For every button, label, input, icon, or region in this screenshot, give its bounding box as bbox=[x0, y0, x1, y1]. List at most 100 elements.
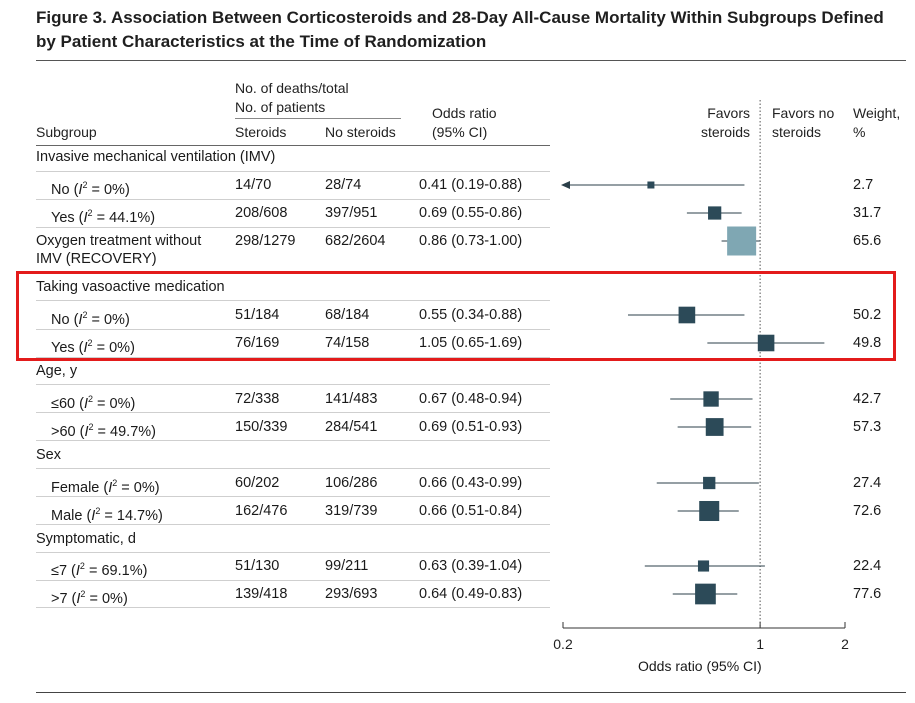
header-subgroup: Subgroup bbox=[36, 124, 97, 140]
row-i2: 0% bbox=[109, 339, 131, 356]
cell-odds-ratio: 0.69 (0.51-0.93) bbox=[419, 419, 523, 435]
header-steroids: Steroids bbox=[235, 124, 287, 140]
point-estimate bbox=[695, 583, 716, 605]
cell-weight: 42.7 bbox=[853, 391, 882, 407]
row-label-prefix: ≤60 ( bbox=[51, 395, 84, 412]
cell-no-steroids: 682/2604 bbox=[325, 233, 386, 249]
row-label: >60 (I2 = 49.7%) bbox=[51, 422, 157, 440]
row-separator bbox=[36, 199, 550, 200]
row-separator bbox=[36, 524, 550, 525]
cell-no-steroids: 319/739 bbox=[325, 503, 378, 519]
cell-weight: 27.4 bbox=[853, 475, 882, 491]
point-estimate bbox=[647, 181, 655, 189]
point-estimate bbox=[703, 476, 716, 490]
row-label-prefix: Male ( bbox=[51, 507, 92, 524]
row-separator bbox=[36, 171, 550, 172]
cell-steroids: 51/130 bbox=[235, 558, 280, 574]
row-label: Female (I2 = 0%) bbox=[51, 478, 160, 496]
point-estimate bbox=[699, 500, 720, 522]
row-i2: 0% bbox=[101, 590, 123, 607]
row-separator bbox=[36, 357, 550, 358]
point-estimate bbox=[757, 334, 775, 352]
cell-odds-ratio: 0.66 (0.51-0.84) bbox=[419, 503, 523, 519]
header-favors-steroids-1: Favors bbox=[707, 105, 750, 121]
cell-odds-ratio: 1.05 (0.65-1.69) bbox=[419, 335, 523, 351]
header-weight-2: % bbox=[853, 124, 866, 140]
header-no-steroids: No steroids bbox=[325, 124, 396, 140]
row-label-prefix: >7 ( bbox=[51, 590, 77, 607]
group-label-imv: Invasive mechanical ventilation (IMV) bbox=[36, 149, 276, 165]
cell-steroids: 51/184 bbox=[235, 307, 280, 323]
row-separator bbox=[36, 440, 550, 441]
cell-odds-ratio: 0.63 (0.39-1.04) bbox=[419, 558, 523, 574]
row-i2: 0% bbox=[103, 181, 125, 198]
row-label: No (I2 = 0%) bbox=[51, 180, 130, 198]
row-separator bbox=[36, 227, 550, 228]
cell-no-steroids: 28/74 bbox=[325, 177, 362, 193]
row-label-prefix: >60 ( bbox=[51, 423, 85, 440]
group-label-oxygen: Oxygen treatment without IMV (RECOVERY) bbox=[36, 233, 202, 267]
cell-weight: 65.6 bbox=[853, 233, 882, 249]
x-tick-label: 0.2 bbox=[553, 636, 573, 652]
point-estimate bbox=[678, 306, 696, 324]
group-label-vasoactive: Taking vasoactive medication bbox=[36, 279, 225, 295]
header-favors-no-1: Favors no bbox=[772, 105, 835, 121]
header-ci: (95% CI) bbox=[432, 124, 488, 140]
point-estimate bbox=[703, 391, 719, 407]
row-label-prefix: Female ( bbox=[51, 479, 109, 496]
cell-steroids: 72/338 bbox=[235, 391, 280, 407]
cell-no-steroids: 74/158 bbox=[325, 335, 370, 351]
row-i2: 0% bbox=[109, 395, 131, 412]
row-separator bbox=[36, 580, 550, 581]
title-rule bbox=[36, 60, 906, 61]
x-axis-label: Odds ratio (95% CI) bbox=[638, 658, 762, 674]
group-label-symptomatic: Symptomatic, d bbox=[36, 531, 136, 547]
cell-steroids: 76/169 bbox=[235, 335, 280, 351]
cell-weight: 31.7 bbox=[853, 205, 882, 221]
cell-steroids: 298/1279 bbox=[235, 233, 296, 249]
row-separator bbox=[36, 384, 550, 385]
cell-odds-ratio: 0.86 (0.73-1.00) bbox=[419, 233, 523, 249]
row-i2: 0% bbox=[103, 311, 125, 328]
header-favors-steroids-2: steroids bbox=[700, 124, 750, 140]
header-weight-1: Weight, bbox=[853, 105, 901, 121]
cell-weight: 50.2 bbox=[853, 307, 882, 323]
cell-weight: 49.8 bbox=[853, 335, 882, 351]
point-estimate bbox=[697, 560, 710, 572]
cell-steroids: 60/202 bbox=[235, 475, 280, 491]
cell-no-steroids: 284/541 bbox=[325, 419, 378, 435]
header-odds-ratio: Odds ratio bbox=[432, 105, 497, 121]
row-i2: 44.1% bbox=[109, 209, 151, 226]
cell-odds-ratio: 0.67 (0.48-0.94) bbox=[419, 391, 523, 407]
cell-odds-ratio: 0.64 (0.49-0.83) bbox=[419, 586, 523, 602]
point-estimate bbox=[705, 418, 724, 436]
cell-no-steroids: 106/286 bbox=[325, 475, 378, 491]
row-label-prefix: ≤7 ( bbox=[51, 562, 76, 579]
header-deaths-group: No. of deaths/total bbox=[235, 80, 349, 96]
row-label-prefix: No ( bbox=[51, 311, 79, 328]
row-label: >7 (I2 = 0%) bbox=[51, 589, 128, 607]
bottom-rule bbox=[36, 692, 906, 693]
row-label: Yes (I2 = 0%) bbox=[51, 338, 135, 356]
header-rule bbox=[36, 145, 550, 146]
cell-odds-ratio: 0.41 (0.19-0.88) bbox=[419, 177, 523, 193]
row-separator bbox=[36, 468, 550, 469]
cell-weight: 57.3 bbox=[853, 419, 882, 435]
row-i2: 0% bbox=[133, 479, 155, 496]
cell-no-steroids: 68/184 bbox=[325, 307, 370, 323]
row-separator bbox=[36, 300, 550, 301]
row-label: Male (I2 = 14.7%) bbox=[51, 506, 163, 524]
header-deaths-group-2: No. of patients bbox=[235, 99, 326, 115]
point-estimate bbox=[708, 206, 722, 220]
cell-no-steroids: 141/483 bbox=[325, 391, 378, 407]
row-label-prefix: No ( bbox=[51, 181, 79, 198]
header-deaths-underline bbox=[235, 118, 401, 119]
x-tick-label: 2 bbox=[841, 636, 849, 652]
cell-weight: 22.4 bbox=[853, 558, 882, 574]
group-label-age: Age, y bbox=[36, 363, 78, 379]
row-separator bbox=[36, 496, 550, 497]
cell-steroids: 14/70 bbox=[235, 177, 272, 193]
row-separator bbox=[36, 412, 550, 413]
row-separator bbox=[36, 607, 550, 608]
cell-no-steroids: 99/211 bbox=[325, 558, 369, 574]
